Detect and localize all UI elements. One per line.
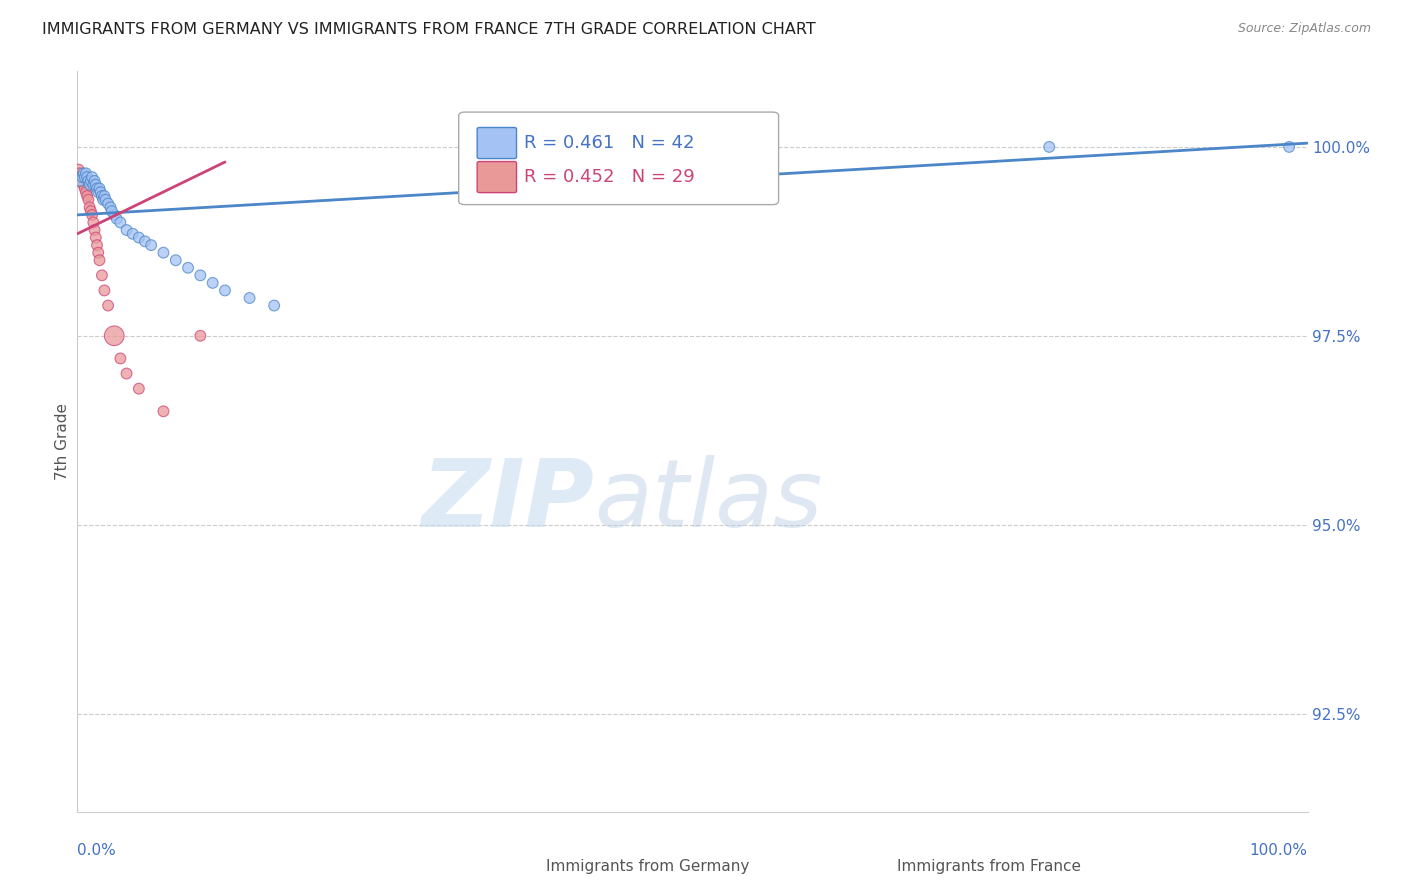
Point bbox=[121, 227, 143, 241]
Point bbox=[1038, 140, 1060, 154]
Point bbox=[72, 178, 94, 192]
Point bbox=[90, 268, 114, 283]
Point bbox=[115, 223, 138, 237]
Point bbox=[73, 181, 96, 195]
FancyBboxPatch shape bbox=[855, 854, 896, 880]
Point bbox=[94, 193, 117, 207]
Point bbox=[77, 174, 100, 188]
Point bbox=[82, 170, 104, 185]
Point bbox=[103, 208, 125, 222]
Point bbox=[93, 284, 115, 298]
Point bbox=[84, 178, 107, 192]
Point bbox=[90, 186, 112, 200]
Text: R = 0.452   N = 29: R = 0.452 N = 29 bbox=[524, 168, 695, 186]
Point bbox=[82, 215, 104, 229]
Point bbox=[105, 211, 128, 226]
Point bbox=[83, 174, 105, 188]
Text: 0.0%: 0.0% bbox=[77, 843, 117, 858]
Point bbox=[214, 284, 236, 298]
Point bbox=[110, 351, 132, 366]
FancyBboxPatch shape bbox=[477, 161, 516, 193]
Point bbox=[82, 208, 104, 222]
Point bbox=[239, 291, 262, 305]
Text: IMMIGRANTS FROM GERMANY VS IMMIGRANTS FROM FRANCE 7TH GRADE CORRELATION CHART: IMMIGRANTS FROM GERMANY VS IMMIGRANTS FR… bbox=[42, 22, 815, 37]
Point bbox=[82, 178, 104, 192]
Point bbox=[79, 200, 101, 214]
Point bbox=[110, 215, 132, 229]
Point bbox=[75, 166, 97, 180]
Point bbox=[90, 189, 114, 203]
Text: ZIP: ZIP bbox=[422, 455, 595, 547]
Point bbox=[115, 367, 138, 381]
Point bbox=[100, 200, 122, 214]
Point bbox=[177, 260, 200, 275]
Point bbox=[190, 328, 212, 343]
Point bbox=[93, 189, 115, 203]
Point bbox=[97, 299, 120, 313]
Point bbox=[190, 268, 212, 283]
Point bbox=[84, 230, 107, 244]
FancyBboxPatch shape bbox=[477, 128, 516, 159]
FancyBboxPatch shape bbox=[458, 112, 779, 204]
Point bbox=[165, 253, 187, 268]
Point bbox=[73, 170, 96, 185]
Point bbox=[152, 245, 174, 260]
Point bbox=[134, 235, 156, 249]
Point bbox=[80, 204, 103, 219]
Point bbox=[69, 174, 91, 188]
FancyBboxPatch shape bbox=[503, 854, 544, 880]
Point bbox=[83, 223, 105, 237]
Point bbox=[89, 253, 111, 268]
Point bbox=[87, 186, 110, 200]
Point bbox=[89, 181, 111, 195]
Point bbox=[128, 382, 150, 396]
Point bbox=[103, 328, 125, 343]
Point bbox=[67, 162, 90, 177]
Text: Source: ZipAtlas.com: Source: ZipAtlas.com bbox=[1237, 22, 1371, 36]
Text: Immigrants from Germany: Immigrants from Germany bbox=[546, 859, 749, 873]
Point bbox=[70, 174, 93, 188]
Point bbox=[70, 170, 93, 185]
Point bbox=[101, 204, 124, 219]
Text: atlas: atlas bbox=[595, 455, 823, 546]
Text: 100.0%: 100.0% bbox=[1250, 843, 1308, 858]
Text: Immigrants from France: Immigrants from France bbox=[897, 859, 1081, 873]
Point bbox=[97, 196, 120, 211]
Point bbox=[69, 166, 91, 180]
Point bbox=[77, 193, 100, 207]
Point bbox=[72, 166, 94, 180]
Point bbox=[86, 181, 108, 195]
Point bbox=[80, 174, 103, 188]
Text: R = 0.461   N = 42: R = 0.461 N = 42 bbox=[524, 134, 695, 152]
Point bbox=[91, 193, 114, 207]
Point bbox=[75, 186, 97, 200]
Point bbox=[152, 404, 174, 418]
Point bbox=[1278, 140, 1301, 154]
Point bbox=[70, 170, 93, 185]
Point bbox=[76, 189, 98, 203]
Point bbox=[67, 170, 90, 185]
Point bbox=[76, 170, 98, 185]
Y-axis label: 7th Grade: 7th Grade bbox=[55, 403, 70, 480]
Point bbox=[79, 178, 101, 192]
Point bbox=[128, 230, 150, 244]
Point bbox=[69, 174, 91, 188]
Point bbox=[201, 276, 224, 290]
Point bbox=[87, 245, 110, 260]
Point bbox=[263, 299, 285, 313]
Point bbox=[86, 238, 108, 252]
Point bbox=[141, 238, 163, 252]
